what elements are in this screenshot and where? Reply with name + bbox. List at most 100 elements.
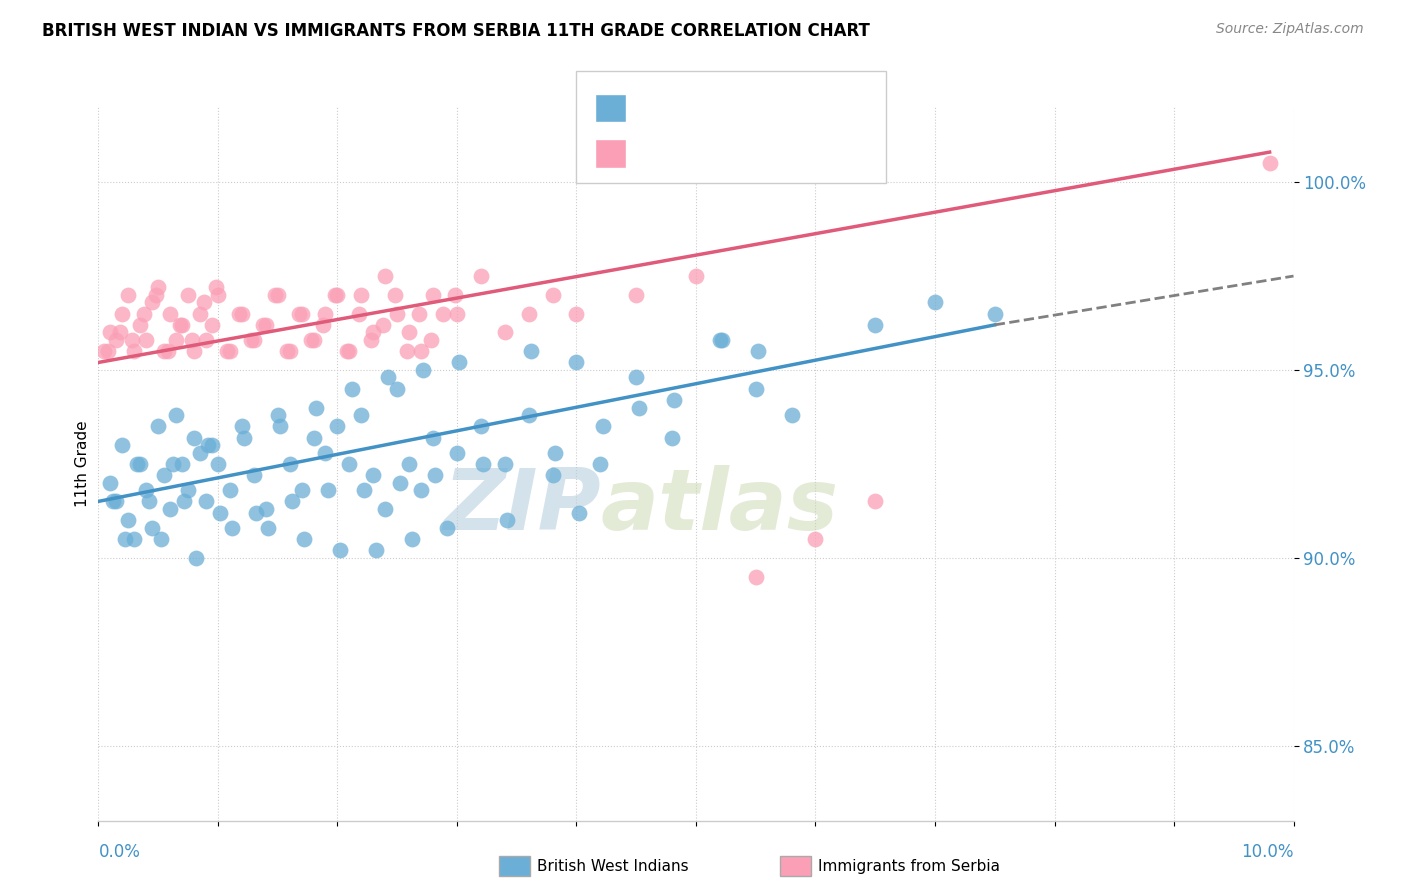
- Point: [194, 333, 218, 347]
- Point: [162, 457, 184, 471]
- Point: [257, 521, 280, 535]
- Text: R = 0.336   N = 80: R = 0.336 N = 80: [634, 145, 804, 162]
- Point: [193, 295, 215, 310]
- Point: [472, 457, 495, 471]
- Y-axis label: 11th Grade: 11th Grade: [75, 420, 90, 508]
- Point: [312, 318, 335, 332]
- Point: [747, 344, 769, 359]
- Point: [105, 494, 128, 508]
- Point: [377, 370, 399, 384]
- Point: [360, 333, 382, 347]
- Point: [231, 419, 253, 434]
- Point: [436, 521, 458, 535]
- Point: [276, 344, 298, 359]
- Text: R = 0.278   N = 92: R = 0.278 N = 92: [634, 98, 804, 116]
- Point: [221, 521, 243, 535]
- Point: [281, 494, 304, 508]
- Point: [446, 307, 468, 321]
- Point: [138, 494, 160, 508]
- Point: [568, 506, 591, 520]
- Point: [290, 307, 312, 321]
- Point: [780, 408, 803, 422]
- Point: [183, 344, 205, 359]
- Point: [204, 280, 226, 294]
- Point: [350, 408, 373, 422]
- Point: [411, 483, 433, 497]
- Point: [711, 333, 734, 347]
- Point: [353, 483, 375, 497]
- Point: [302, 431, 325, 445]
- Point: [194, 494, 218, 508]
- Point: [517, 408, 540, 422]
- Point: [494, 457, 516, 471]
- Point: [804, 532, 827, 546]
- Point: [267, 288, 290, 302]
- Point: [541, 468, 564, 483]
- Point: [97, 344, 120, 359]
- Point: [141, 295, 163, 310]
- Point: [228, 307, 250, 321]
- Point: [336, 344, 359, 359]
- Point: [496, 513, 519, 527]
- Point: [709, 333, 731, 347]
- Point: [314, 307, 337, 321]
- Point: [135, 483, 157, 497]
- Point: [470, 419, 492, 434]
- Point: [101, 494, 124, 508]
- Point: [385, 382, 409, 396]
- Point: [398, 326, 420, 340]
- Point: [863, 318, 886, 332]
- Point: [422, 288, 444, 302]
- Point: [135, 333, 157, 347]
- Point: [217, 344, 239, 359]
- Point: [207, 457, 229, 471]
- Point: [544, 445, 567, 459]
- Point: [292, 532, 315, 546]
- Point: [93, 344, 115, 359]
- Point: [305, 401, 328, 415]
- Point: [240, 333, 263, 347]
- Point: [165, 333, 187, 347]
- Point: [385, 307, 409, 321]
- Point: [114, 532, 136, 546]
- Point: [374, 502, 396, 516]
- Point: [565, 307, 588, 321]
- Point: [446, 445, 468, 459]
- Point: [188, 445, 211, 459]
- Point: [188, 307, 211, 321]
- Point: [197, 438, 219, 452]
- Text: atlas: atlas: [600, 465, 838, 549]
- Point: [177, 483, 200, 497]
- Point: [419, 333, 441, 347]
- Point: [411, 344, 433, 359]
- Point: [269, 419, 291, 434]
- Point: [254, 502, 277, 516]
- Text: Immigrants from Serbia: Immigrants from Serbia: [818, 859, 1000, 873]
- Point: [661, 431, 683, 445]
- Point: [326, 288, 349, 302]
- Point: [425, 468, 447, 483]
- Point: [517, 307, 540, 321]
- Text: British West Indians: British West Indians: [537, 859, 689, 873]
- Point: [589, 457, 612, 471]
- Point: [117, 288, 139, 302]
- Point: [374, 268, 396, 283]
- Point: [422, 431, 444, 445]
- Point: [172, 457, 194, 471]
- Point: [243, 333, 266, 347]
- Point: [432, 307, 454, 321]
- Point: [231, 307, 253, 321]
- Point: [565, 355, 588, 369]
- Point: [124, 344, 146, 359]
- Point: [314, 445, 337, 459]
- Point: [117, 513, 139, 527]
- Point: [339, 344, 360, 359]
- Point: [111, 438, 134, 452]
- Point: [470, 268, 492, 283]
- Point: [592, 419, 614, 434]
- Point: [219, 483, 242, 497]
- Point: [449, 355, 471, 369]
- Point: [278, 344, 301, 359]
- Point: [299, 333, 322, 347]
- Point: [125, 457, 148, 471]
